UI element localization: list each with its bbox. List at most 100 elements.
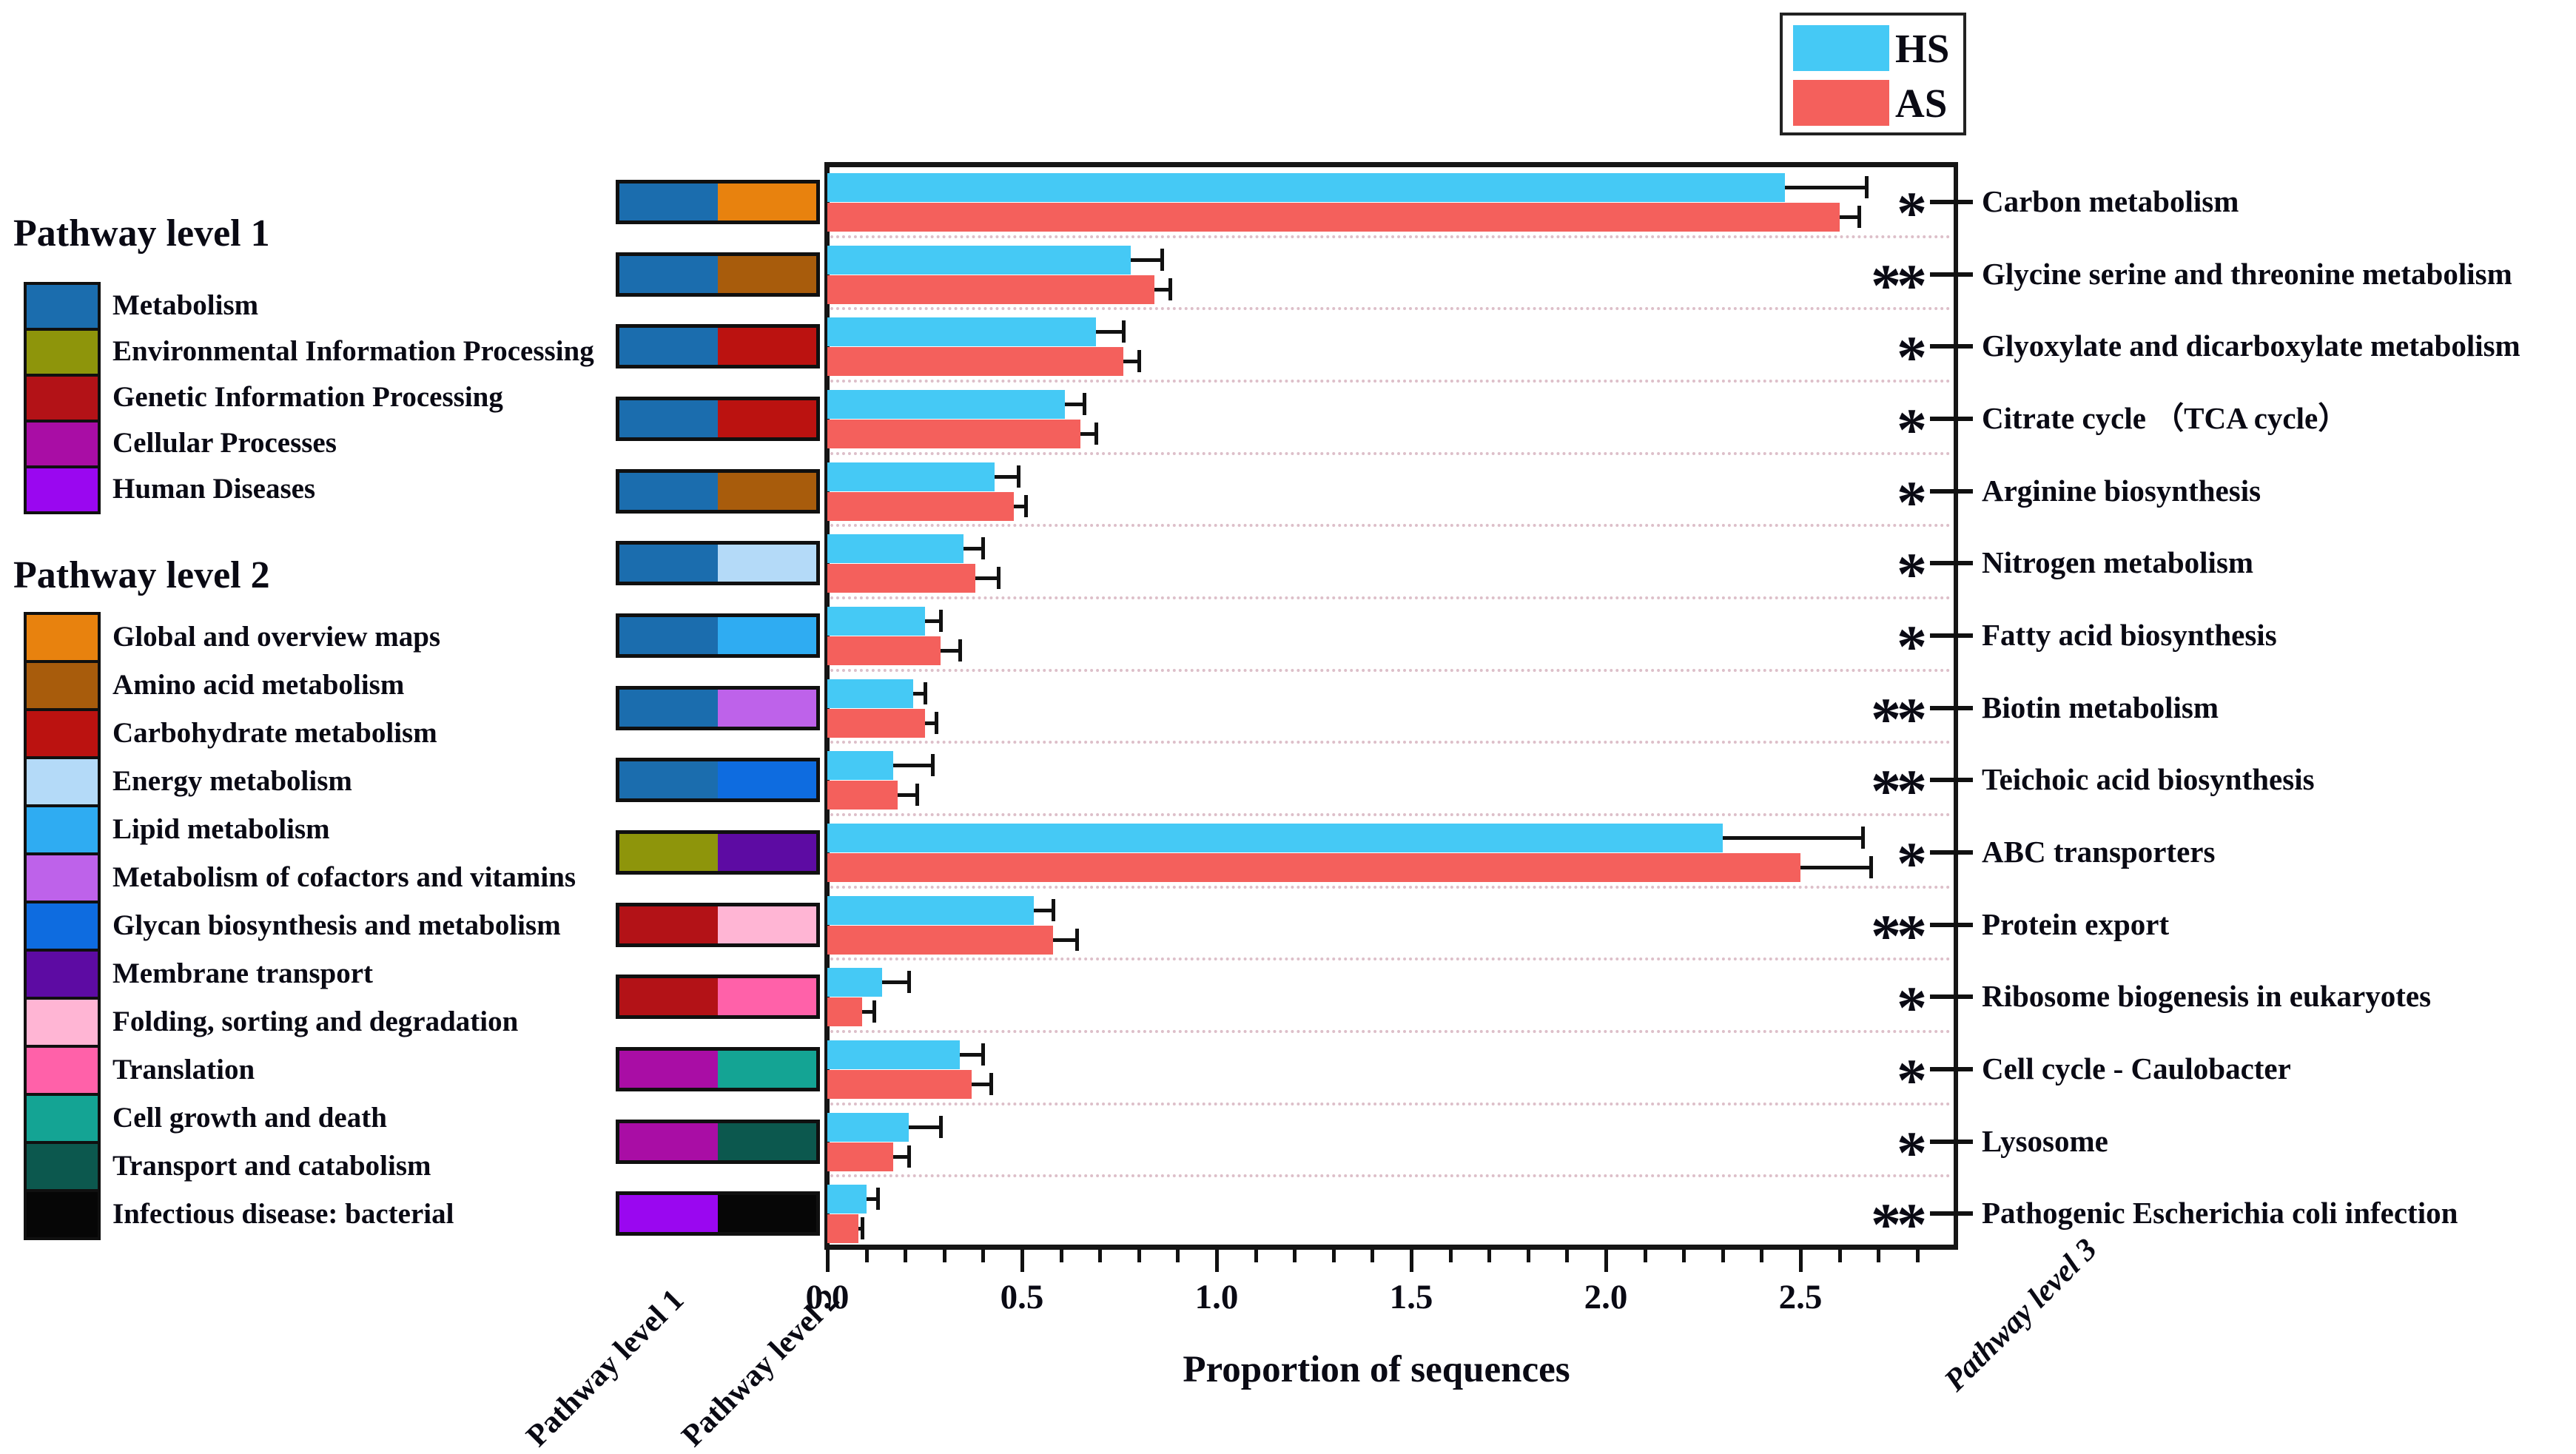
level2-item-label: Carbohydrate metabolism (112, 716, 437, 749)
as-bar (827, 925, 1054, 955)
significance-marker: * (1897, 829, 1927, 897)
pathway-level-1-axis-label: Pathway level 1 (519, 1282, 691, 1454)
hs-error-line (909, 1125, 941, 1129)
level1-half (619, 689, 718, 727)
as-error-cap (915, 784, 919, 807)
level-combo-box (616, 830, 820, 875)
minor-tick (1760, 1250, 1764, 1262)
x-tick-label: 2.5 (1778, 1278, 1823, 1316)
major-tick (1604, 1250, 1608, 1272)
level2-item-swatch (24, 949, 101, 1000)
hs-error-line (959, 1053, 983, 1057)
hs-error-cap (938, 610, 943, 632)
hs-bar (827, 534, 964, 564)
significance-marker: ** (1871, 1191, 1927, 1259)
plot-left-border (824, 162, 830, 1250)
as-error-line (1800, 866, 1871, 869)
as-bar (827, 1070, 972, 1099)
level3-tick-outer (1954, 488, 1973, 494)
level2-half (718, 761, 816, 799)
minor-tick (1371, 1250, 1375, 1262)
level-combo-box (616, 252, 820, 297)
as-error-cap (989, 1073, 993, 1095)
level2-item-label: Amino acid metabolism (112, 668, 405, 701)
level1-half (619, 328, 718, 366)
as-error-cap (958, 639, 962, 662)
level1-item-label: Genetic Information Processing (112, 381, 503, 413)
minor-tick (1643, 1250, 1647, 1262)
level3-tick (1930, 344, 1954, 349)
major-tick (1215, 1250, 1219, 1272)
row-separator (830, 1030, 1951, 1033)
as-error-cap (1075, 928, 1079, 951)
minor-tick (1137, 1250, 1141, 1262)
level3-tick-outer (1954, 922, 1973, 927)
minor-tick (942, 1250, 946, 1262)
hs-error-cap (938, 1115, 943, 1138)
level1-item-swatch (24, 420, 101, 468)
level2-item-swatch (24, 901, 101, 952)
as-bar (827, 1214, 859, 1244)
hs-error-line (1131, 258, 1163, 262)
x-tick-label: 1.0 (1194, 1278, 1239, 1316)
level1-half (619, 978, 718, 1016)
level1-half (619, 184, 718, 221)
significance-marker: * (1897, 323, 1927, 391)
as-error-line (1154, 287, 1170, 292)
as-error-cap (1137, 350, 1141, 373)
minor-tick (1448, 1250, 1453, 1262)
level3-tick-outer (1954, 272, 1973, 277)
row-separator (830, 957, 1951, 961)
level-combo-box (616, 397, 820, 441)
as-error-line (893, 1154, 909, 1159)
hs-bar (827, 895, 1034, 925)
minor-tick (1526, 1250, 1530, 1262)
as-error-line (1080, 432, 1096, 436)
row-separator (830, 813, 1951, 816)
pathway-level-3-label: ABC transporters (1982, 835, 2216, 869)
hs-error-cap (1016, 465, 1020, 488)
level2-half (718, 328, 816, 366)
level1-half (619, 1051, 718, 1088)
minor-tick (904, 1250, 908, 1262)
pathway-level-3-label: Pathogenic Escherichia coli infection (1982, 1196, 2458, 1231)
as-legend-swatch (1793, 80, 1889, 126)
x-axis-line (824, 1245, 1958, 1250)
level3-tick (1930, 922, 1954, 927)
as-bar (827, 347, 1123, 377)
as-bar (827, 781, 898, 810)
level3-tick (1930, 778, 1954, 783)
level3-tick-outer (1954, 633, 1973, 638)
pathway-level-2-header: Pathway level 2 (13, 554, 270, 596)
level1-item-label: Cellular Processes (112, 427, 337, 459)
hs-error-line (1722, 836, 1863, 840)
significance-marker: ** (1871, 251, 1927, 319)
level-combo-box (616, 468, 820, 514)
pathway-level-3-label: Biotin metabolism (1982, 690, 2219, 724)
level1-item-label: Metabolism (112, 289, 259, 321)
level2-half (718, 255, 816, 293)
row-separator (830, 596, 1951, 599)
as-error-line (1123, 360, 1139, 364)
hs-error-line (1064, 403, 1085, 406)
level2-half (718, 400, 816, 437)
hs-error-cap (1160, 248, 1165, 271)
level1-half (619, 400, 718, 437)
minor-tick (1682, 1250, 1686, 1262)
hs-error-line (1784, 186, 1867, 189)
pathway-level-3-label: Lysosome (1982, 1123, 2108, 1158)
level3-tick (1930, 1139, 1954, 1144)
level2-item-swatch (24, 708, 101, 759)
row-separator (830, 380, 1951, 383)
as-error-line (862, 1010, 875, 1014)
level2-item-label: Folding, sorting and degradation (112, 1005, 519, 1037)
level-combo-box (616, 902, 820, 947)
major-tick (1799, 1250, 1803, 1272)
minor-tick (1176, 1250, 1180, 1262)
significance-marker: ** (1871, 684, 1927, 753)
hs-error-line (893, 764, 932, 768)
as-error-line (975, 576, 999, 581)
hs-error-cap (1083, 393, 1087, 415)
row-separator (830, 741, 1951, 744)
level1-half (619, 834, 718, 871)
